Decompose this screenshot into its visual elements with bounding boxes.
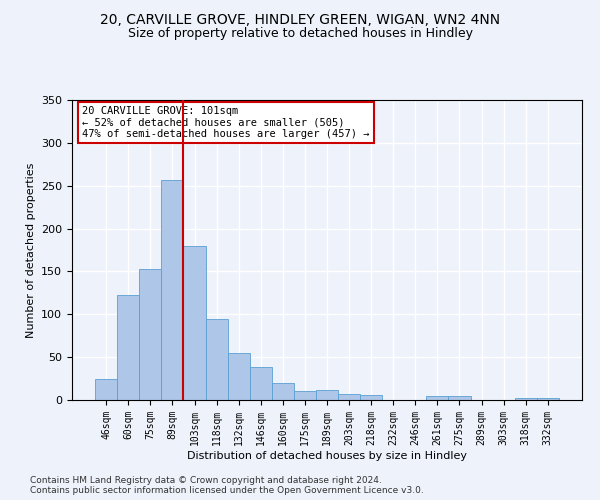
X-axis label: Distribution of detached houses by size in Hindley: Distribution of detached houses by size …: [187, 450, 467, 460]
Bar: [139, 269, 161, 400]
Bar: [427, 396, 448, 400]
Bar: [250, 368, 272, 400]
Text: 20 CARVILLE GROVE: 101sqm
← 52% of detached houses are smaller (505)
47% of semi: 20 CARVILLE GROVE: 101sqm ← 52% of detac…: [82, 106, 370, 139]
Bar: [294, 390, 316, 400]
Bar: [184, 246, 206, 400]
Bar: [360, 395, 382, 400]
Bar: [316, 390, 338, 400]
Text: Size of property relative to detached houses in Hindley: Size of property relative to detached ho…: [128, 28, 473, 40]
Bar: [161, 180, 184, 400]
Bar: [117, 294, 139, 400]
Bar: [95, 378, 117, 400]
Text: 20, CARVILLE GROVE, HINDLEY GREEN, WIGAN, WN2 4NN: 20, CARVILLE GROVE, HINDLEY GREEN, WIGAN…: [100, 12, 500, 26]
Bar: [227, 353, 250, 400]
Bar: [537, 398, 559, 400]
Bar: [448, 396, 470, 400]
Text: Contains HM Land Registry data © Crown copyright and database right 2024.
Contai: Contains HM Land Registry data © Crown c…: [30, 476, 424, 495]
Bar: [206, 318, 227, 400]
Bar: [515, 398, 537, 400]
Bar: [338, 394, 360, 400]
Y-axis label: Number of detached properties: Number of detached properties: [26, 162, 35, 338]
Bar: [272, 383, 294, 400]
